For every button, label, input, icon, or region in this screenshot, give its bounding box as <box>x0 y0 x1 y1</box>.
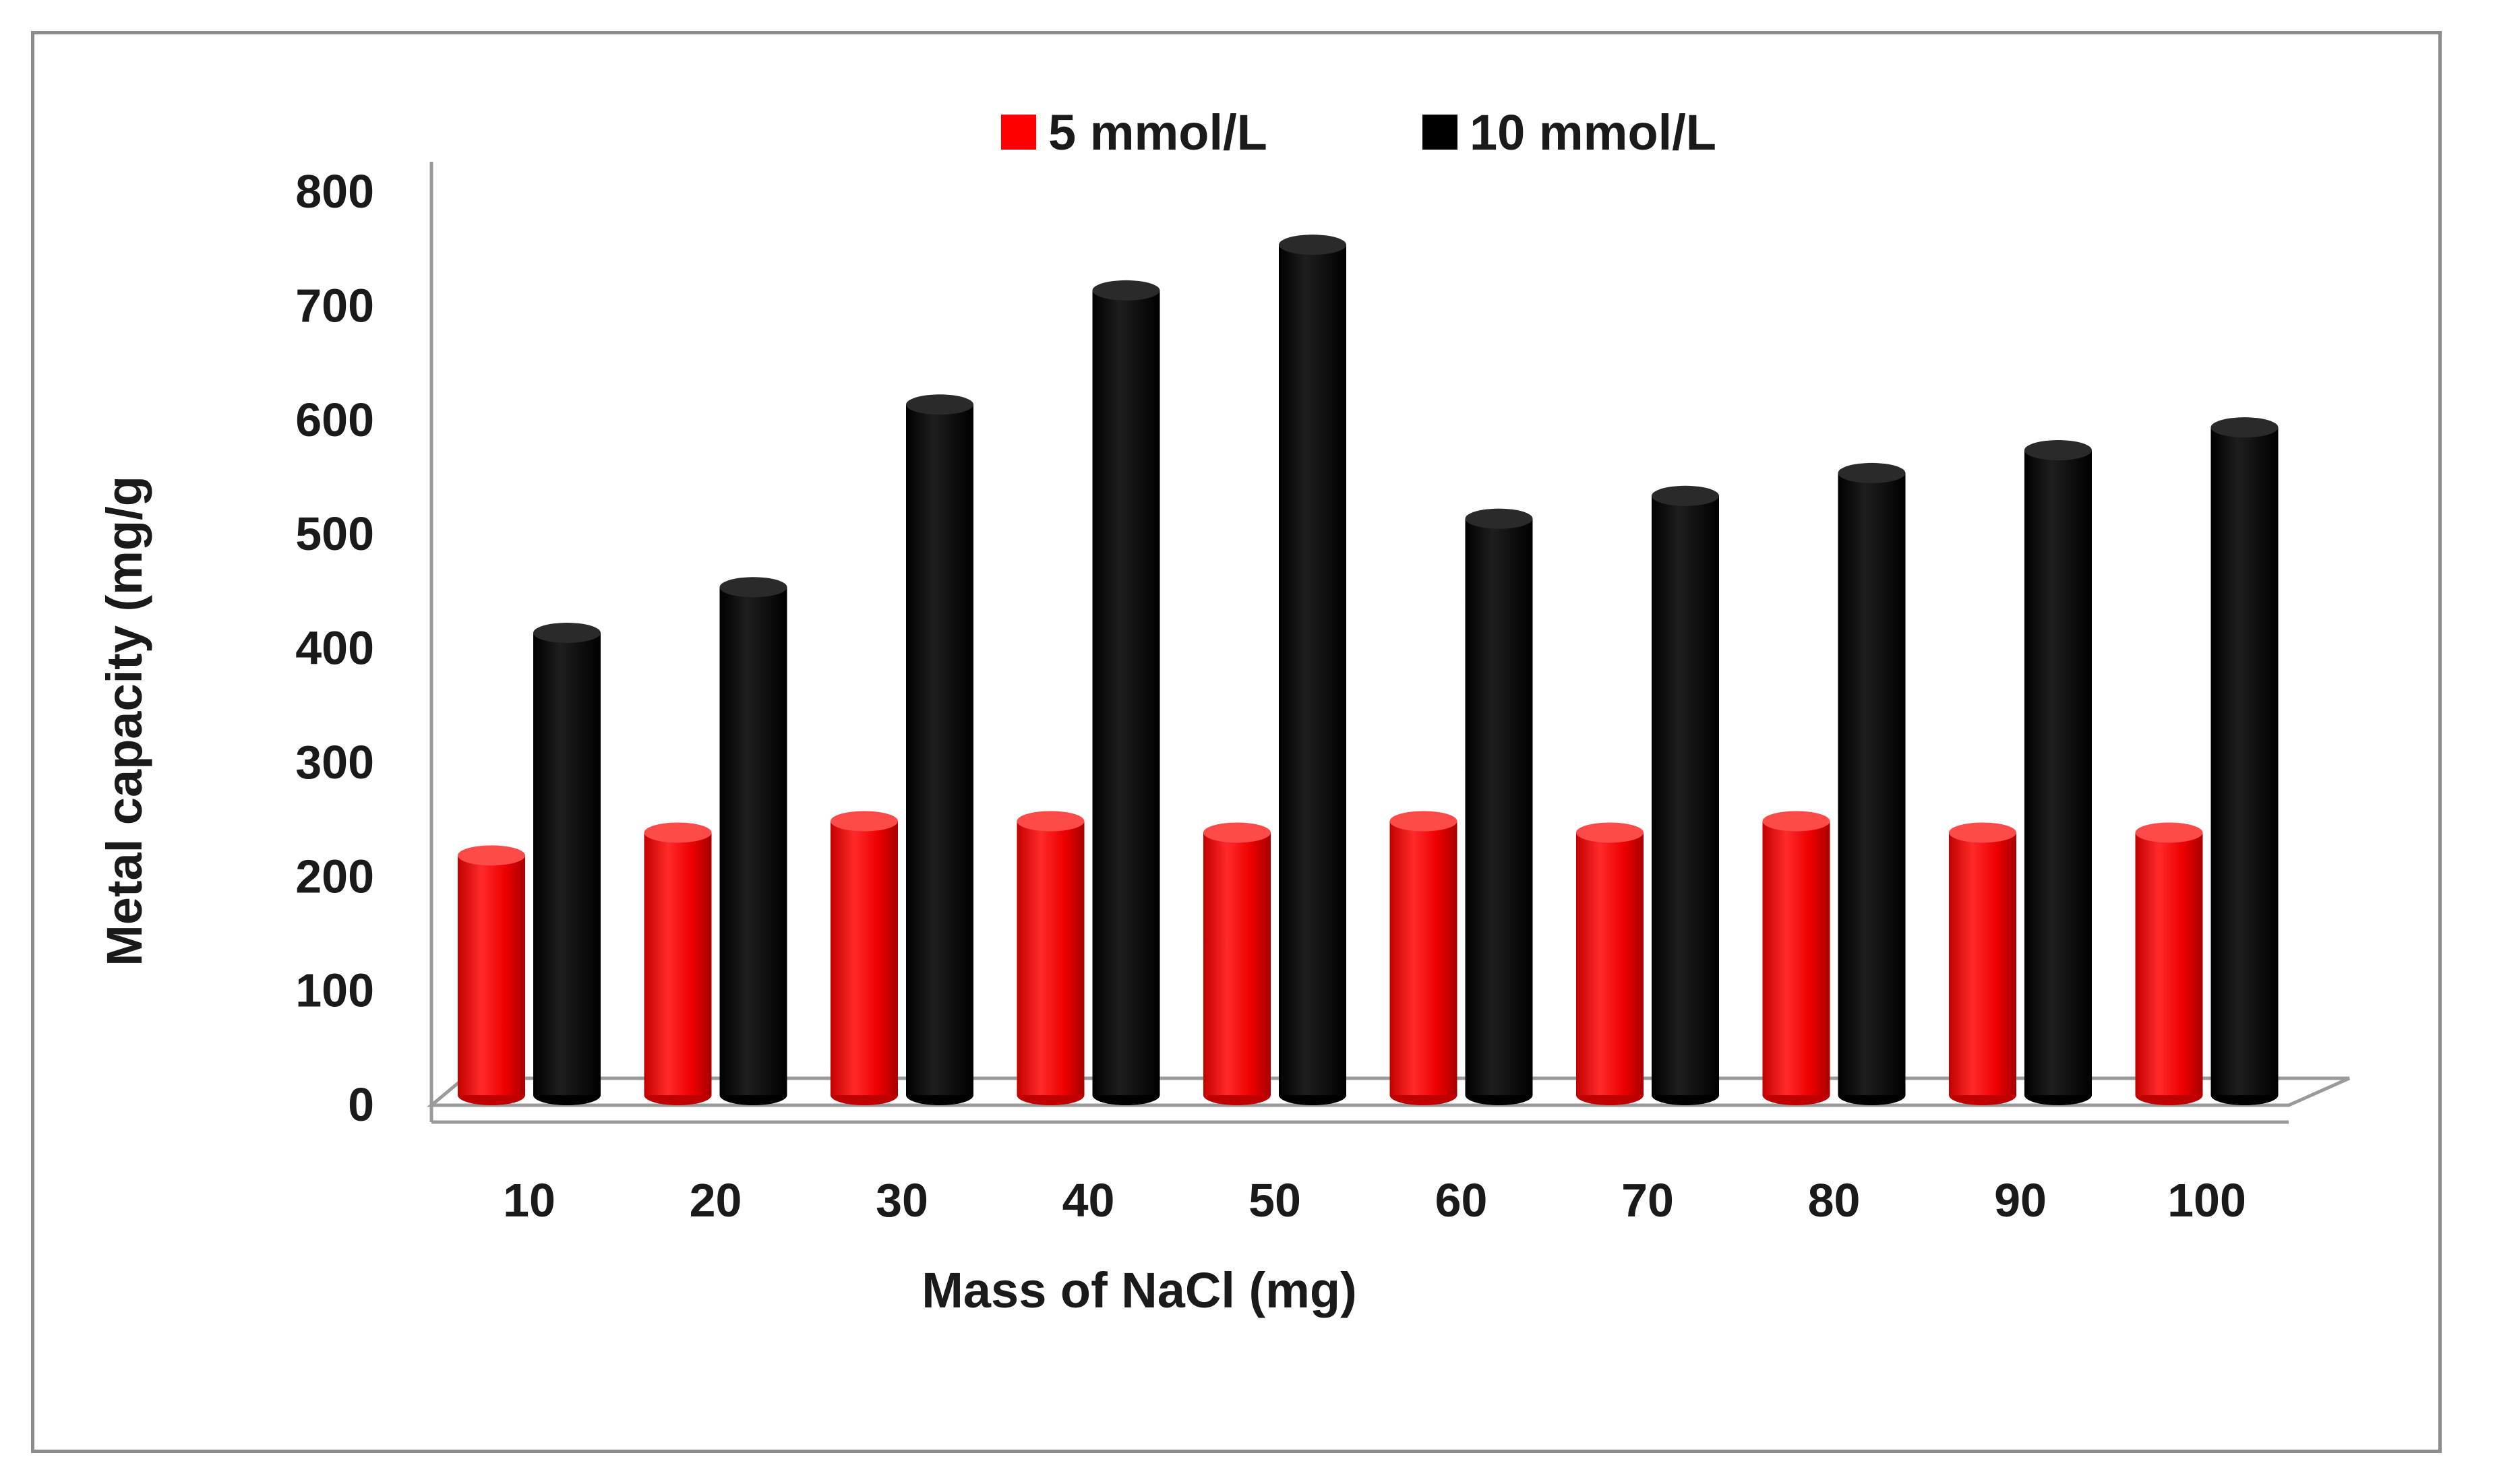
bar-10mmol <box>1652 485 1719 1105</box>
legend-label-10mmol: 10 mmol/L <box>1470 104 1716 160</box>
x-tick-label: 20 <box>690 1174 742 1227</box>
bar-5mmol <box>644 822 712 1105</box>
y-tick-label: 700 <box>295 279 374 332</box>
legend-swatch-5mmol <box>1001 115 1036 150</box>
bars <box>458 235 2279 1105</box>
x-tick-label: 40 <box>1062 1174 1115 1227</box>
y-tick-label: 500 <box>295 507 374 560</box>
legend: 5 mmol/L 10 mmol/L <box>1001 104 1716 160</box>
x-axis-title: Mass of NaCl (mg) <box>922 1262 1357 1318</box>
bar-10mmol <box>2024 440 2092 1105</box>
x-tick-label: 60 <box>1435 1174 1488 1227</box>
bar-5mmol <box>1576 822 1644 1105</box>
y-tick-labels: 0 100 200 300 400 500 600 700 800 <box>295 165 374 1131</box>
bar-10mmol <box>1279 235 1346 1105</box>
y-tick-label: 200 <box>295 850 374 902</box>
x-tick-label: 30 <box>876 1174 928 1227</box>
bar-5mmol <box>831 811 898 1105</box>
bar-10mmol <box>719 577 787 1105</box>
y-axis-title: Metal capacity (mg/g <box>96 476 152 966</box>
legend-swatch-10mmol <box>1422 115 1457 150</box>
x-tick-labels: 10 20 30 40 50 60 70 80 90 100 <box>503 1174 2246 1227</box>
x-tick-label: 50 <box>1248 1174 1301 1227</box>
y-tick-label: 800 <box>295 165 374 218</box>
bar-5mmol <box>1017 811 1085 1105</box>
y-tick-label: 400 <box>295 622 374 675</box>
x-tick-label: 90 <box>1994 1174 2047 1227</box>
x-tick-label: 100 <box>2167 1174 2246 1227</box>
y-tick-label: 100 <box>295 964 374 1017</box>
bar-5mmol <box>1949 822 2016 1105</box>
legend-label-5mmol: 5 mmol/L <box>1048 104 1267 160</box>
bar-10mmol <box>1092 280 1160 1105</box>
bar-10mmol <box>1838 462 1906 1105</box>
bar-5mmol <box>1389 811 1457 1105</box>
bar-10mmol <box>533 623 601 1105</box>
x-tick-label: 10 <box>503 1174 555 1227</box>
bar-10mmol <box>2210 417 2279 1105</box>
y-tick-label: 600 <box>295 394 374 446</box>
x-tick-label: 70 <box>1621 1174 1674 1227</box>
bar-5mmol <box>1762 811 1830 1105</box>
bar-5mmol <box>1203 822 1271 1105</box>
bar-10mmol <box>1465 508 1533 1105</box>
bar-10mmol <box>906 394 973 1105</box>
y-tick-label: 0 <box>348 1078 374 1131</box>
x-tick-label: 80 <box>1808 1174 1861 1227</box>
y-tick-label: 300 <box>295 736 374 789</box>
bar-5mmol <box>2135 822 2203 1105</box>
axes <box>429 162 2289 1124</box>
bar-5mmol <box>458 845 525 1105</box>
